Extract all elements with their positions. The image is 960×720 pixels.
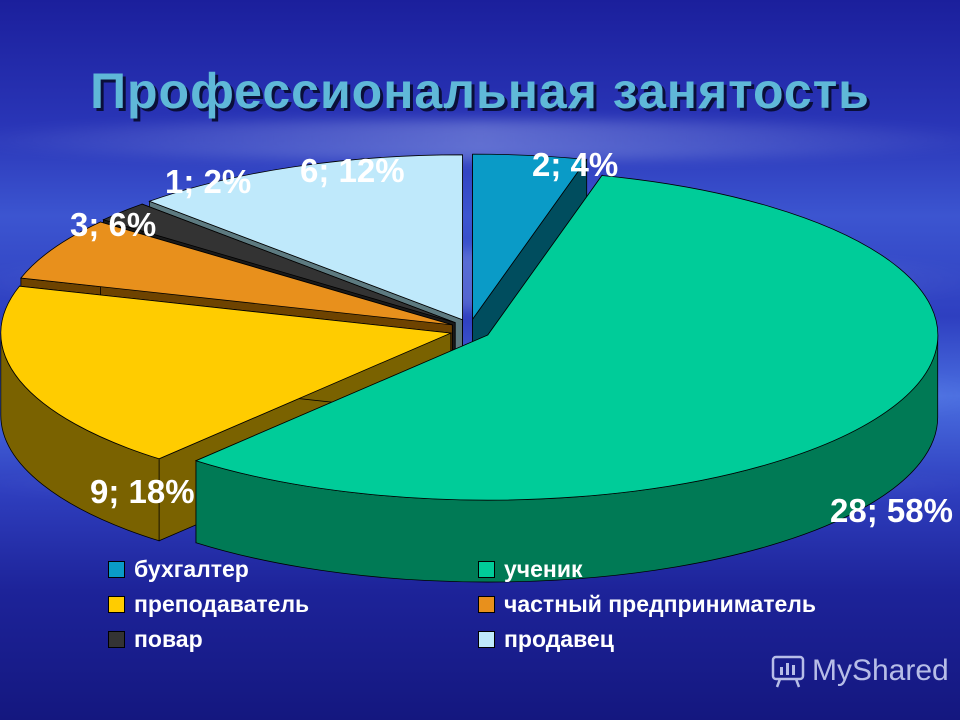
legend-item: ученик	[478, 556, 858, 582]
page-title: Профессиональная занятость	[90, 63, 870, 119]
legend-item: бухгалтер	[108, 556, 478, 582]
legend-label: преподаватель	[134, 590, 310, 617]
legend-label: продавец	[504, 625, 614, 652]
data-label: 3; 6%	[70, 206, 156, 243]
legend-item: повар	[108, 626, 478, 652]
pie-slice-top	[472, 153, 588, 321]
data-label: 9; 18%	[90, 473, 195, 510]
legend-label: бухгалтер	[134, 555, 249, 582]
legend-label: повар	[134, 625, 203, 652]
data-label: 2; 4%	[532, 146, 618, 183]
pie-slice-top	[102, 203, 456, 323]
legend-item: преподаватель	[108, 591, 478, 617]
legend-label: ученик	[504, 555, 583, 582]
legend-label: частный предприниматель	[504, 590, 817, 617]
pie-slice-top	[148, 154, 463, 321]
chart-legend: бухгалтер ученик преподаватель частный пред…	[108, 556, 868, 652]
pie-slice-top	[20, 221, 453, 326]
data-label: 28; 58%	[830, 492, 953, 529]
legend-item: частный предприниматель	[478, 591, 858, 617]
legend-item: продавец	[478, 626, 858, 652]
legend-swatch	[478, 560, 495, 578]
pie-slice	[194, 174, 939, 583]
presentation-icon	[771, 655, 805, 688]
data-label: 1; 2%	[165, 163, 251, 200]
pie-slice-top	[0, 285, 453, 460]
data-label: 6; 12%	[300, 152, 405, 189]
legend-swatch	[108, 560, 125, 578]
legend-swatch	[478, 595, 495, 613]
legend-swatch	[108, 630, 125, 648]
legend-swatch	[108, 595, 125, 613]
watermark-logo: MyShared	[770, 654, 949, 688]
watermark-text: MyShared	[812, 654, 949, 687]
legend-swatch	[478, 630, 495, 648]
pie-slice-top	[194, 175, 939, 501]
